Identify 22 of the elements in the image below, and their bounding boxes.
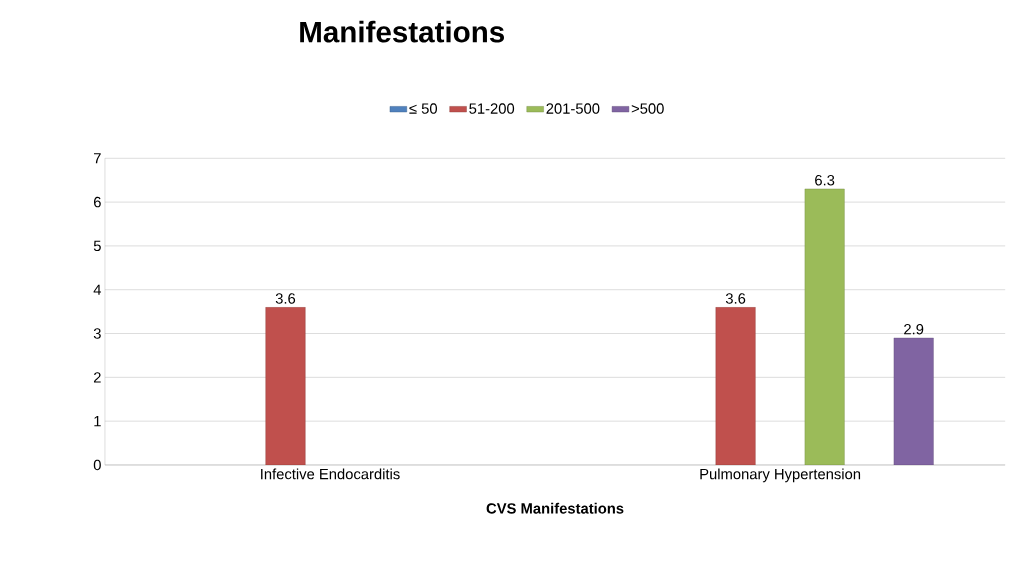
legend-label: 201-500 [546, 103, 600, 114]
data-label: 2.9 [904, 324, 924, 335]
legend-label: ≤ 50 [409, 103, 438, 114]
y-tick-label: 4 [93, 284, 102, 295]
data-label: 3.6 [275, 293, 296, 304]
legend-label: >500 [631, 103, 664, 114]
data-label: 3.6 [725, 293, 746, 304]
chart-title: Manifestations [300, 20, 505, 43]
y-tick-label: 2 [93, 372, 101, 383]
bar [715, 307, 756, 466]
y-tick-label: 1 [94, 416, 101, 427]
x-tick-label: Infective Endocarditis [261, 468, 400, 480]
y-tick-label: 0 [93, 459, 101, 471]
y-tick-label: 7 [93, 153, 101, 164]
legend-label: 51-200 [469, 103, 515, 114]
y-tick-label: 5 [93, 240, 101, 252]
x-tick-label: Pulmonary Hypertension [700, 468, 861, 483]
data-label: 6.3 [815, 175, 835, 186]
y-tick-label: 6 [93, 197, 101, 208]
y-tick-label: 3 [93, 328, 101, 339]
bar [265, 307, 306, 466]
x-axis-title: CVS Manifestations [486, 502, 624, 514]
